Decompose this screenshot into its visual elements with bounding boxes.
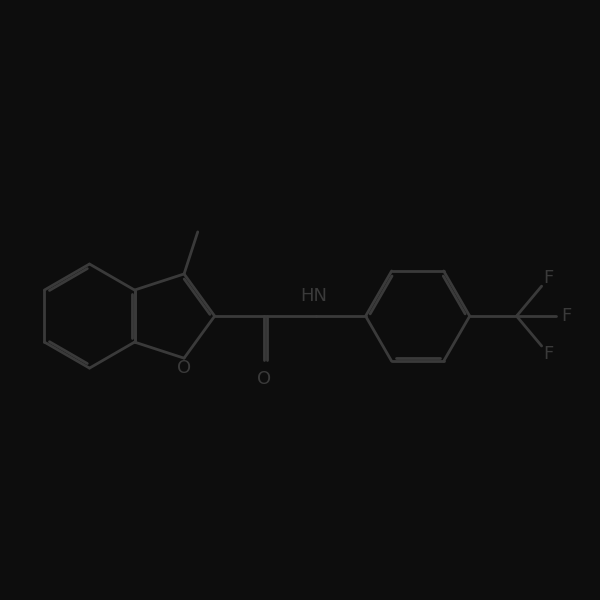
Text: O: O xyxy=(257,370,271,388)
Text: F: F xyxy=(543,269,553,287)
Text: F: F xyxy=(561,307,571,325)
Text: F: F xyxy=(543,345,553,363)
Text: HN: HN xyxy=(300,287,327,305)
Text: O: O xyxy=(177,359,191,377)
